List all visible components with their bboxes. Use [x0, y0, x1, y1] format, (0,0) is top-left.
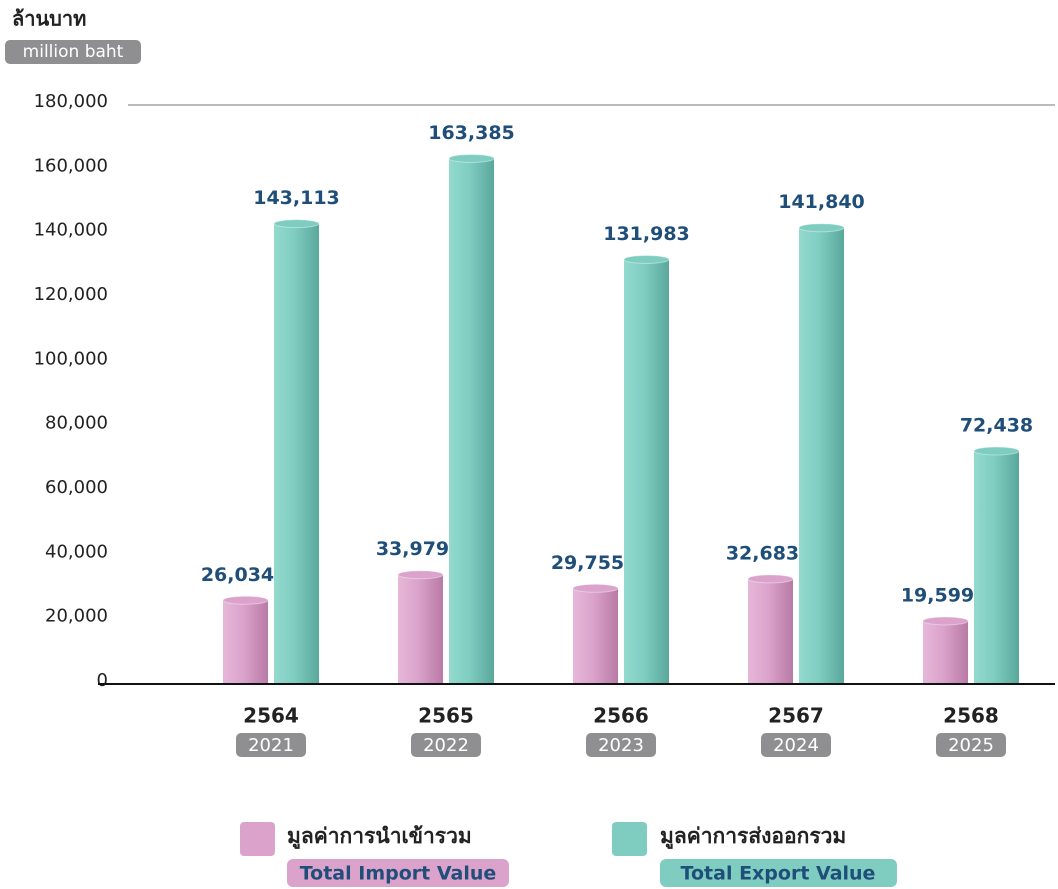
y-axis-title: ล้านบาท [12, 7, 86, 31]
bar-cap [572, 583, 619, 593]
value-label: 19,599 [901, 584, 974, 606]
bar [398, 574, 443, 684]
bar [274, 223, 319, 684]
y-tick-label: 160,000 [34, 155, 108, 176]
year-pill [936, 733, 1006, 757]
legend-swatch [612, 822, 647, 856]
legend-label-en: Total Export Value [681, 863, 876, 885]
x-tick-label-en: 2025 [948, 735, 994, 756]
value-label: 33,979 [376, 538, 449, 560]
x-tick-label: 2568 [943, 704, 999, 728]
unit-pill [5, 40, 141, 64]
x-tick-label-en: 2024 [773, 735, 819, 756]
value-label: 72,438 [960, 414, 1033, 436]
bar [223, 600, 268, 684]
bar [974, 450, 1019, 684]
value-label: 32,683 [726, 542, 799, 564]
bar [624, 259, 669, 684]
year-pill [761, 733, 831, 757]
value-label: 141,840 [778, 191, 865, 213]
y-tick-label: 140,000 [34, 220, 108, 241]
y-axis-unit: million baht [23, 42, 124, 62]
x-tick-label: 2564 [243, 704, 299, 728]
legend-swatch [240, 822, 275, 856]
bar-cap [747, 574, 794, 584]
y-tick-label: 100,000 [34, 348, 108, 369]
x-tick-label: 2566 [593, 704, 649, 728]
y-tick-label: 120,000 [34, 284, 108, 305]
value-label: 163,385 [428, 122, 515, 144]
x-tick-label-en: 2023 [598, 735, 644, 756]
x-tick-label: 2565 [418, 704, 474, 728]
bar [748, 578, 793, 684]
value-label: 26,034 [201, 564, 274, 586]
y-tick-label: 80,000 [45, 413, 108, 434]
y-tick-label: 60,000 [45, 477, 108, 498]
bar-cap [273, 219, 320, 229]
value-label: 143,113 [253, 187, 340, 209]
legend-pill [287, 859, 509, 887]
bar [923, 620, 968, 684]
bar-cap [222, 595, 269, 605]
bar-cap [623, 254, 670, 264]
year-pill [236, 733, 306, 757]
bar-cap [798, 223, 845, 233]
x-tick-label: 2567 [768, 704, 824, 728]
x-tick-label-en: 2021 [248, 735, 294, 756]
legend-label-en: Total Import Value [300, 863, 497, 885]
legend-pill [660, 859, 897, 887]
y-tick-label: 40,000 [45, 541, 108, 562]
bar-cap [973, 446, 1020, 456]
value-label: 131,983 [603, 223, 690, 245]
value-label: 29,755 [551, 552, 624, 574]
legend-label: มูลค่าการนำเข้ารวม [287, 824, 472, 850]
bar-cap [448, 153, 495, 163]
bar-cap [922, 616, 969, 626]
y-tick-label: 180,000 [34, 91, 108, 112]
legend-label: มูลค่าการส่งออกรวม [660, 824, 846, 850]
y-tick-label: 20,000 [45, 606, 108, 627]
bar [573, 588, 618, 684]
bar-cap [397, 570, 444, 580]
bar [799, 227, 844, 685]
x-tick-label-en: 2022 [423, 735, 469, 756]
bar [449, 158, 494, 684]
y-tick-label: 0 [97, 670, 108, 691]
year-pill [411, 733, 481, 757]
year-pill [586, 733, 656, 757]
